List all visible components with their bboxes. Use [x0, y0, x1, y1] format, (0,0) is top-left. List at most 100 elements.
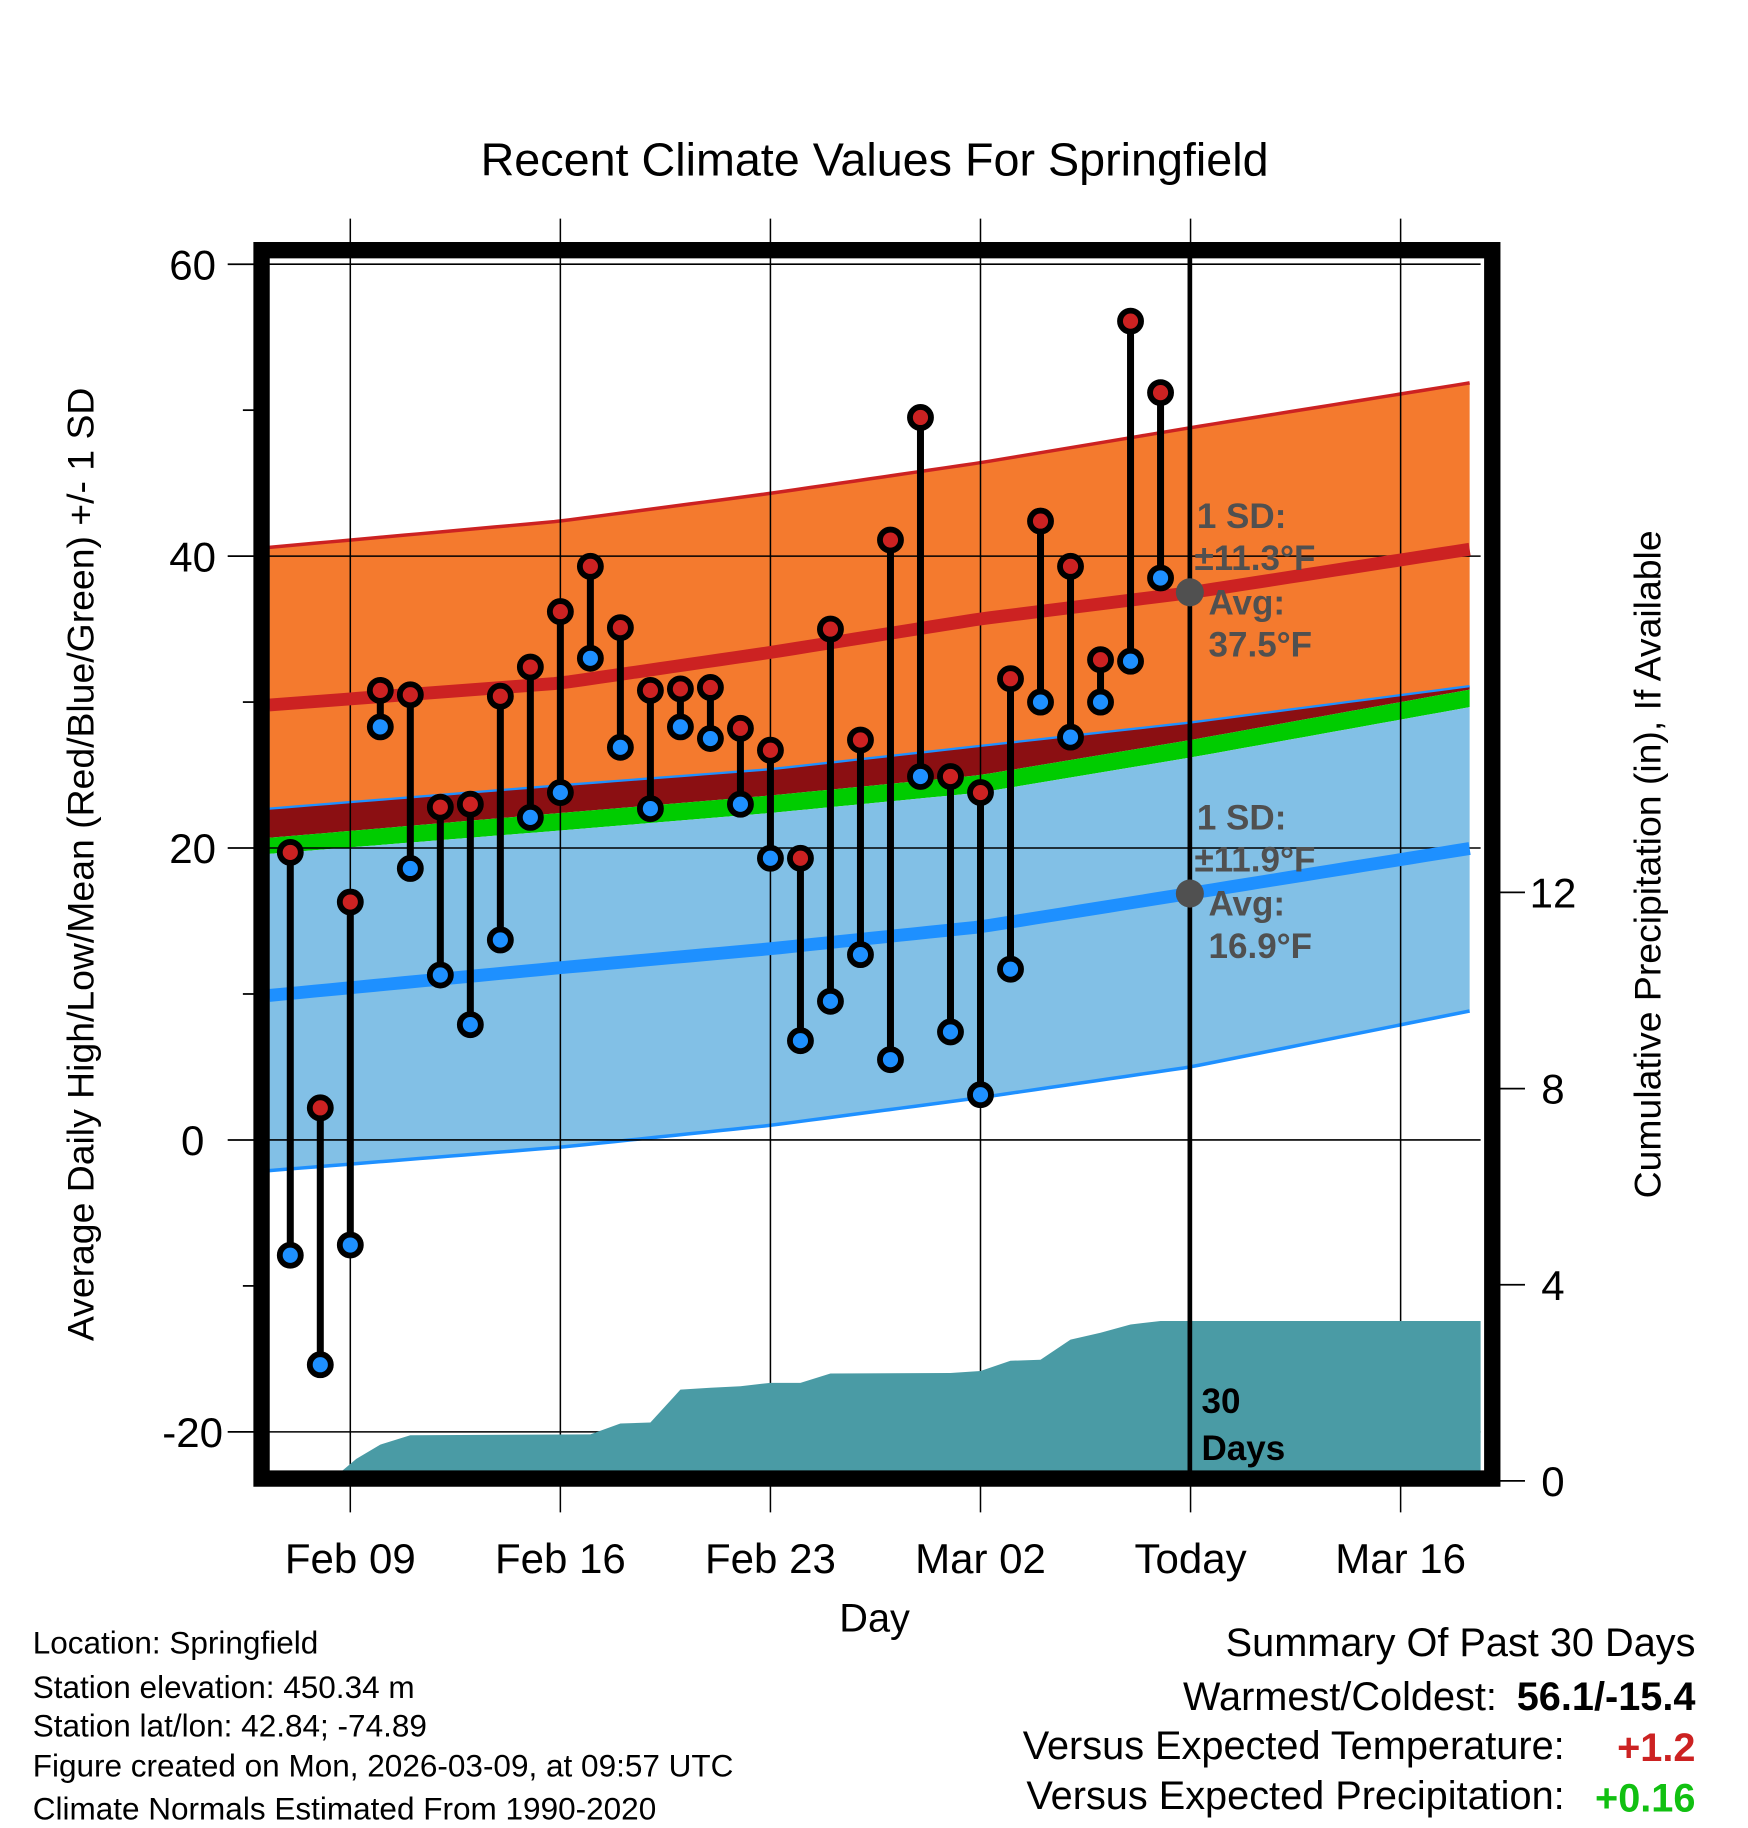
- low-point: [997, 955, 1024, 983]
- high-point: [486, 682, 514, 710]
- svg-text:Days: Days: [1202, 1429, 1286, 1468]
- low-point: [756, 844, 784, 872]
- high-point: [606, 614, 634, 642]
- y2-tick-label: 4: [1541, 1262, 1564, 1309]
- svg-text:±11.9°F: ±11.9°F: [1195, 840, 1316, 879]
- x-tick-label: Mar 16: [1335, 1535, 1466, 1582]
- svg-text:37.5°F: 37.5°F: [1209, 626, 1313, 665]
- low-point: [366, 713, 394, 741]
- high-point: [967, 779, 994, 806]
- high-point: [1057, 552, 1084, 580]
- high-point: [877, 526, 904, 554]
- y2-tick-label: 0: [1541, 1458, 1564, 1505]
- precip-area: [341, 1321, 1481, 1472]
- svg-text:Versus Expected Precipitation:: Versus Expected Precipitation:: [1026, 1774, 1564, 1818]
- high-point: [1087, 646, 1114, 674]
- low-point: [546, 779, 574, 806]
- x-tick-label: Feb 09: [285, 1535, 416, 1582]
- low-point: [907, 763, 934, 790]
- high-point: [787, 844, 814, 872]
- x-tick-label: Feb 23: [705, 1535, 836, 1582]
- low-point: [1147, 564, 1174, 592]
- high-point: [396, 681, 424, 709]
- svg-text:Location: Springfield: Location: Springfield: [33, 1625, 319, 1661]
- high-point: [306, 1094, 334, 1122]
- y2-tick-label: 12: [1530, 870, 1577, 917]
- high-point: [726, 714, 754, 742]
- y2-tick-label: 8: [1541, 1066, 1564, 1113]
- low-point: [1027, 688, 1054, 716]
- svg-text:Figure created on Mon, 2026-03: Figure created on Mon, 2026-03-09, at 09…: [33, 1747, 734, 1783]
- high-point: [456, 790, 484, 818]
- high-upper-sd-line: [269, 381, 1470, 550]
- low-point: [696, 725, 724, 752]
- low-point: [937, 1018, 964, 1046]
- y2-axis-label: Cumulative Precipitation (in), If Availa…: [1626, 530, 1668, 1198]
- svg-text:+0.16: +0.16: [1595, 1776, 1695, 1820]
- low-point: [396, 855, 424, 882]
- low-point: [456, 1011, 484, 1039]
- high-point: [516, 653, 544, 681]
- high-point: [636, 676, 664, 704]
- high-point: [546, 598, 574, 626]
- high-point: [817, 615, 844, 643]
- x-tick-label: Feb 16: [495, 1535, 626, 1582]
- svg-text:30: 30: [1202, 1382, 1241, 1421]
- high-annotation: 1 SD: ±11.3°F Avg: 37.5°F: [1195, 497, 1316, 664]
- low-point: [276, 1241, 304, 1269]
- high-point: [937, 763, 964, 790]
- high-point: [666, 675, 694, 703]
- daily-values: [276, 307, 1174, 1379]
- low-point: [516, 803, 544, 831]
- high-point: [576, 552, 604, 580]
- low-point: [877, 1046, 904, 1074]
- svg-text:Avg:: Avg:: [1209, 885, 1286, 924]
- chart-title: Recent Climate Values For Springfield: [481, 133, 1269, 185]
- high-sd-band: [269, 382, 1470, 809]
- svg-text:Versus Expected Temperature:: Versus Expected Temperature:: [1023, 1724, 1565, 1768]
- days-annotation: 30 Days: [1202, 1382, 1286, 1468]
- summary-panel: Summary Of Past 30 Days Warmest/Coldest:…: [1023, 1621, 1696, 1820]
- low-point: [1117, 647, 1144, 675]
- plot-frame: [253, 242, 1501, 1487]
- high-point: [1147, 379, 1174, 407]
- svg-text:16.9°F: 16.9°F: [1209, 927, 1313, 966]
- svg-text:1 SD:: 1 SD:: [1197, 798, 1287, 837]
- x-tick-label: Today: [1134, 1535, 1246, 1582]
- high-point: [276, 838, 304, 866]
- svg-text:±11.3°F: ±11.3°F: [1195, 539, 1316, 578]
- normal-bands: [269, 381, 1470, 1173]
- low-point: [726, 790, 754, 818]
- svg-text:+1.2: +1.2: [1617, 1726, 1695, 1770]
- low-point: [636, 795, 664, 823]
- svg-text:Climate Normals Estimated From: Climate Normals Estimated From 1990-2020: [33, 1791, 657, 1827]
- low-avg-marker: [1175, 879, 1204, 908]
- low-point: [666, 713, 694, 741]
- y-tick-label: 0: [181, 1117, 204, 1164]
- svg-text:Summary Of Past 30 Days: Summary Of Past 30 Days: [1226, 1621, 1696, 1665]
- high-point: [336, 888, 364, 916]
- low-point: [336, 1231, 364, 1259]
- high-point: [756, 736, 784, 764]
- low-point: [1087, 688, 1114, 716]
- high-avg-marker: [1175, 578, 1204, 607]
- high-point: [1117, 307, 1144, 335]
- mean-band: [269, 689, 1470, 854]
- low-point: [1057, 723, 1084, 751]
- low-lower-sd-line: [269, 1009, 1470, 1173]
- low-point: [486, 926, 514, 954]
- y-tick-label: 20: [169, 825, 216, 872]
- svg-text:1 SD:: 1 SD:: [1197, 497, 1287, 536]
- high-point: [696, 674, 724, 701]
- low-point: [847, 941, 874, 969]
- high-point: [847, 726, 874, 754]
- svg-text:Station elevation: 450.34 m: Station elevation: 450.34 m: [33, 1669, 415, 1705]
- low-annotation: 1 SD: ±11.9°F Avg: 16.9°F: [1195, 798, 1316, 965]
- low-point: [787, 1027, 814, 1055]
- y-tick-label: 40: [169, 533, 216, 580]
- y-tick-label: -20: [162, 1409, 223, 1456]
- precip-cumulative-area: [341, 1321, 1481, 1472]
- low-point: [306, 1351, 334, 1379]
